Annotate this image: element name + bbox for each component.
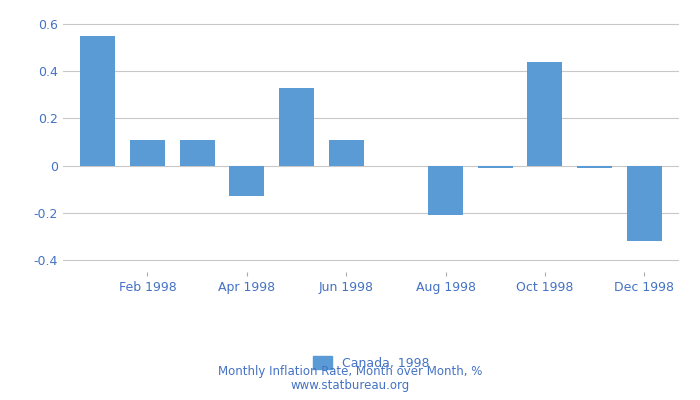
Bar [428,166,463,215]
Bar [626,166,662,241]
Bar [80,36,116,166]
Bar [478,166,512,168]
Bar [180,140,214,166]
Legend: Canada, 1998: Canada, 1998 [308,351,434,375]
Bar [230,166,264,196]
Bar [130,140,164,166]
Bar [329,140,363,166]
Bar [528,62,562,166]
Bar [578,166,612,168]
Bar [279,88,314,166]
Text: Monthly Inflation Rate, Month over Month, %: Monthly Inflation Rate, Month over Month… [218,366,482,378]
Text: www.statbureau.org: www.statbureau.org [290,380,410,392]
